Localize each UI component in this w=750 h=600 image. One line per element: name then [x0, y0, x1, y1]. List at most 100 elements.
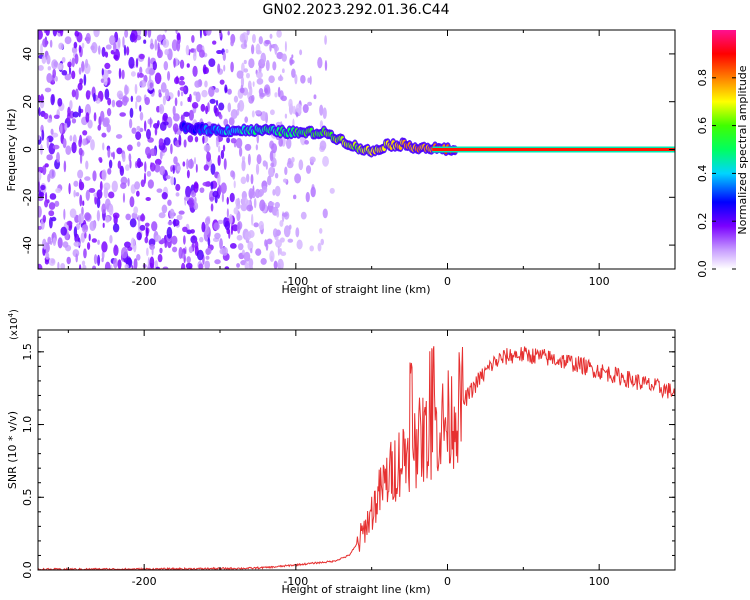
heatmap-cell: [102, 142, 105, 151]
heatmap-cell: [38, 205, 42, 218]
heatmap-cell: [82, 264, 87, 269]
heatmap-cell: [159, 165, 166, 176]
heatmap-cell: [136, 231, 142, 241]
heatmap-cell: [180, 101, 183, 107]
heatmap-cell: [46, 137, 49, 149]
heatmap-cell: [108, 204, 114, 216]
snr-xlabel: Height of straight line (km): [281, 583, 430, 596]
heatmap-cell: [101, 68, 104, 76]
x-tick-label: -200: [132, 575, 157, 588]
heatmap-cell: [250, 173, 254, 185]
heatmap-cell: [155, 266, 161, 269]
heatmap-cell: [82, 200, 85, 206]
heatmap-cell: [102, 117, 110, 126]
heatmap-cell: [53, 61, 59, 67]
heatmap-cell: [44, 87, 52, 93]
heatmap-cell: [153, 122, 160, 129]
heatmap-cell: [226, 196, 229, 205]
heatmap-cell: [146, 247, 149, 257]
heatmap-cell: [305, 191, 310, 203]
heatmap-cell: [128, 153, 132, 162]
heatmap-cell: [162, 95, 166, 106]
heatmap-cell: [117, 37, 121, 48]
heatmap-cell: [205, 255, 210, 260]
heatmap-cell: [38, 263, 43, 269]
heatmap-cell: [272, 61, 277, 71]
heatmap-cell: [57, 261, 60, 269]
colorbar-tick-label: 0.2: [696, 212, 709, 230]
heatmap-cell: [111, 180, 118, 193]
snr-ticks: -200 -100 0 100 0.0 0.5 1.0 1.5: [21, 330, 676, 588]
heatmap-cell: [52, 68, 57, 79]
heatmap-cell: [58, 64, 63, 70]
heatmap-cell: [131, 127, 137, 134]
y-tick-label: 40: [21, 47, 34, 61]
heatmap-cell: [243, 68, 249, 73]
heatmap-cell: [195, 163, 198, 173]
heatmap-cell: [178, 134, 182, 146]
heatmap-cell: [122, 192, 126, 203]
heatmap-cell: [124, 241, 131, 248]
heatmap-cell: [245, 72, 251, 79]
heatmap-cell: [79, 194, 83, 207]
heatmap-cell: [242, 249, 245, 256]
heatmap-cell: [230, 109, 238, 120]
heatmap-cell: [279, 219, 284, 227]
heatmap-cell: [259, 199, 266, 212]
heatmap-cell: [220, 182, 227, 194]
heatmap-cell: [129, 107, 134, 119]
heatmap-cell: [240, 76, 245, 88]
heatmap-cell: [38, 107, 41, 117]
heatmap-cell: [139, 111, 144, 121]
heatmap-cell: [129, 218, 137, 228]
heatmap-cell: [111, 152, 114, 158]
heatmap-cell: [38, 166, 44, 171]
snr-frame: [37, 329, 676, 571]
heatmap-cell: [48, 257, 56, 266]
heatmap-cell: [241, 197, 249, 206]
heatmap-cell: [291, 156, 295, 163]
heatmap-cell: [91, 238, 97, 243]
heatmap-cell: [185, 44, 190, 56]
heatmap-cell: [117, 259, 122, 269]
heatmap-cell: [41, 55, 47, 65]
heatmap-cell: [142, 263, 147, 269]
heatmap-cell: [165, 88, 170, 101]
heatmap-cell: [196, 249, 204, 261]
heatmap-cell: [74, 88, 79, 100]
heatmap-cell: [277, 86, 281, 98]
heatmap-cell: [223, 64, 226, 72]
heatmap-cell: [143, 39, 147, 44]
heatmap-cell: [49, 193, 57, 200]
heatmap-cell: [310, 186, 316, 198]
heatmap-cell: [199, 236, 204, 243]
heatmap-cell: [50, 93, 55, 106]
heatmap-cell: [63, 160, 67, 173]
heatmap-cell: [199, 187, 205, 193]
heatmap-cell: [147, 56, 151, 68]
heatmap-cell: [43, 112, 49, 120]
heatmap-cell: [218, 184, 222, 196]
heatmap-cell: [123, 44, 127, 56]
heatmap-cell: [224, 220, 231, 231]
heatmap-cell: [242, 202, 246, 212]
heatmap-cell: [246, 173, 250, 183]
heatmap-cell: [222, 144, 226, 152]
heatmap-cell: [52, 237, 57, 247]
snr-series-line: [38, 346, 675, 570]
heatmap-cell: [178, 210, 185, 215]
heatmap-cell: [166, 116, 173, 129]
heatmap-cell: [278, 137, 284, 147]
heatmap-cell: [188, 109, 194, 121]
heatmap-cell: [93, 112, 97, 122]
heatmap-cell: [241, 159, 246, 172]
heatmap-cell: [66, 256, 71, 265]
heatmap-cell: [294, 173, 302, 184]
heatmap-cell: [194, 136, 199, 143]
heatmap-cell: [186, 256, 191, 264]
heatmap-cell: [256, 154, 262, 165]
heatmap-cell: [149, 82, 154, 88]
heatmap-cell: [75, 192, 80, 197]
heatmap-cell: [40, 95, 45, 101]
